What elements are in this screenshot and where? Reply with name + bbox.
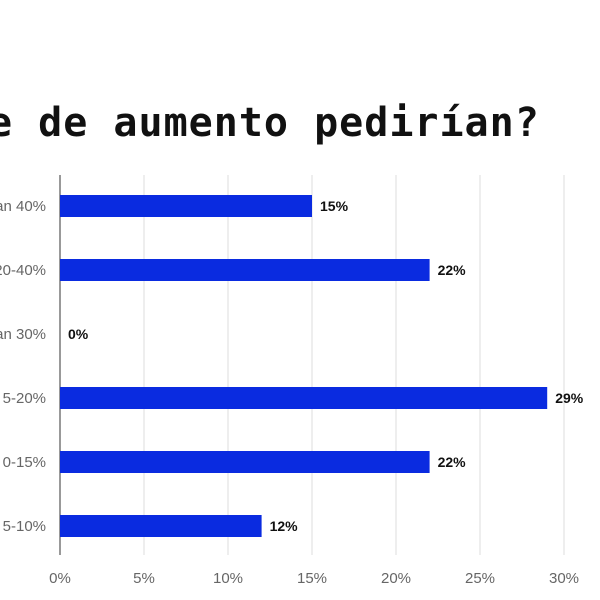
bar (60, 451, 430, 473)
x-tick-label: 10% (213, 570, 243, 587)
x-tick-label: 0% (49, 570, 71, 587)
category-label: 5-10% (3, 518, 46, 535)
category-label: 20-40% (0, 262, 46, 279)
category-label: an 30% (0, 326, 46, 343)
bar (60, 387, 548, 409)
data-label: 15% (320, 198, 349, 214)
x-tick-label: 25% (465, 570, 495, 587)
category-label: 0-15% (3, 454, 46, 471)
category-label: an 40% (0, 198, 46, 215)
chart-title: e de aumento pedirían? (0, 100, 540, 146)
bar (60, 515, 262, 537)
data-label: 29% (555, 390, 584, 406)
data-label: 22% (438, 454, 467, 470)
data-label: 0% (68, 326, 89, 342)
data-label: 12% (270, 518, 299, 534)
x-tick-label: 20% (381, 570, 411, 587)
bar (60, 195, 312, 217)
category-label: 5-20% (3, 390, 46, 407)
x-tick-label: 15% (297, 570, 327, 587)
data-label: 22% (438, 262, 467, 278)
x-tick-label: 30% (549, 570, 579, 587)
x-tick-label: 5% (133, 570, 155, 587)
bar (60, 259, 430, 281)
